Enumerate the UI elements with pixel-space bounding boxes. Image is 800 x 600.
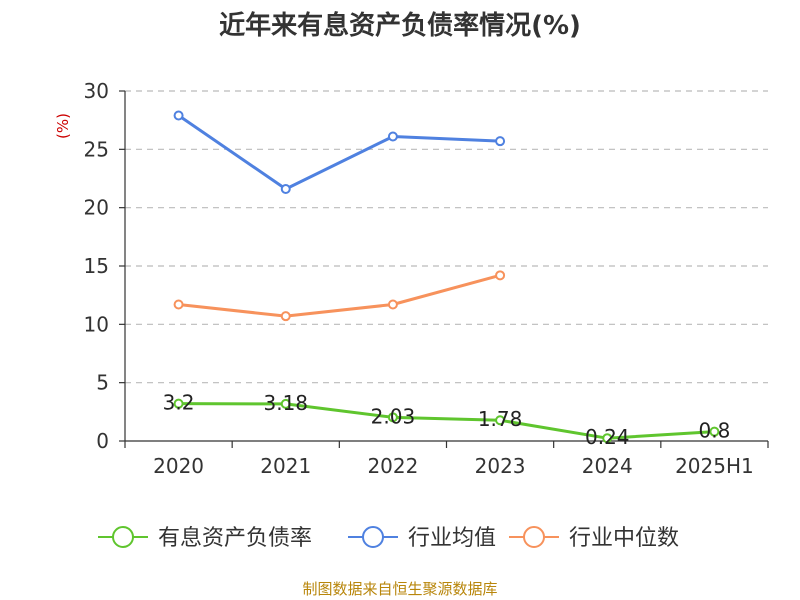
series-group [173, 110, 720, 444]
data-point [280, 184, 291, 194]
y-tick-label: 15 [84, 254, 109, 278]
legend-item-2[interactable]: 行业中位数 [509, 526, 679, 551]
data-point [387, 299, 398, 310]
y-tick-label: 30 [84, 79, 109, 103]
x-tick-label: 2022 [367, 454, 418, 478]
series-line-0 [178, 402, 715, 440]
legend[interactable]: 有息资产负债率 行业均值 行业中位数 [98, 526, 679, 551]
axes [119, 90, 769, 448]
legend-label: 有息资产负债率 [158, 526, 312, 551]
y-axis-ticks: 0 5 10 15 20 25 30 [84, 79, 109, 453]
grid-lines [125, 90, 768, 384]
x-tick-label: 2020 [153, 454, 204, 478]
data-point [495, 270, 506, 281]
x-tick-label: 2025H1 [675, 454, 754, 478]
data-point [387, 131, 398, 142]
legend-item-1[interactable]: 行业均值 [348, 526, 496, 551]
series-line-2 [178, 273, 501, 318]
source-note: 制图数据来自恒生聚源数据库 [302, 580, 497, 598]
data-point [495, 415, 506, 426]
data-label: 2.03 [371, 404, 416, 428]
y-tick-label: 10 [84, 312, 109, 336]
legend-label: 行业中位数 [569, 526, 679, 551]
data-label: 1.78 [478, 407, 523, 431]
data-point [387, 412, 398, 423]
x-tick-label: 2023 [475, 454, 526, 478]
y-tick-label: 20 [84, 196, 109, 220]
data-point [173, 398, 184, 409]
data-label: 0.8 [699, 419, 731, 443]
data-point [709, 426, 720, 437]
legend-marker [362, 526, 384, 548]
data-point [602, 433, 613, 444]
y-tick-label: 0 [96, 429, 109, 453]
y-tick-label: 25 [84, 137, 109, 161]
data-label: 3.18 [263, 391, 308, 415]
y-axis-unit: (%) [54, 113, 72, 139]
x-tick-label: 2021 [260, 454, 311, 478]
data-label: 0.24 [585, 425, 630, 449]
data-point [173, 110, 184, 121]
data-point [495, 136, 506, 147]
legend-marker [523, 526, 545, 548]
data-label: 3.2 [163, 391, 195, 415]
data-labels: 3.2 3.18 2.03 1.78 0.24 0.8 [163, 391, 731, 450]
y-tick-label: 5 [96, 371, 109, 395]
data-point [173, 299, 184, 310]
series-line-1 [177, 114, 501, 191]
data-point [280, 398, 291, 409]
data-point [280, 311, 291, 322]
legend-marker [112, 526, 134, 548]
x-tick-label: 2024 [582, 454, 633, 478]
x-axis-ticks: 2020 2021 2022 2023 2024 2025H1 [153, 454, 754, 478]
legend-item-0[interactable]: 有息资产负债率 [98, 526, 312, 551]
chart-title: 近年来有息资产负债率情况(%) [219, 10, 581, 41]
legend-label: 行业均值 [408, 526, 496, 551]
